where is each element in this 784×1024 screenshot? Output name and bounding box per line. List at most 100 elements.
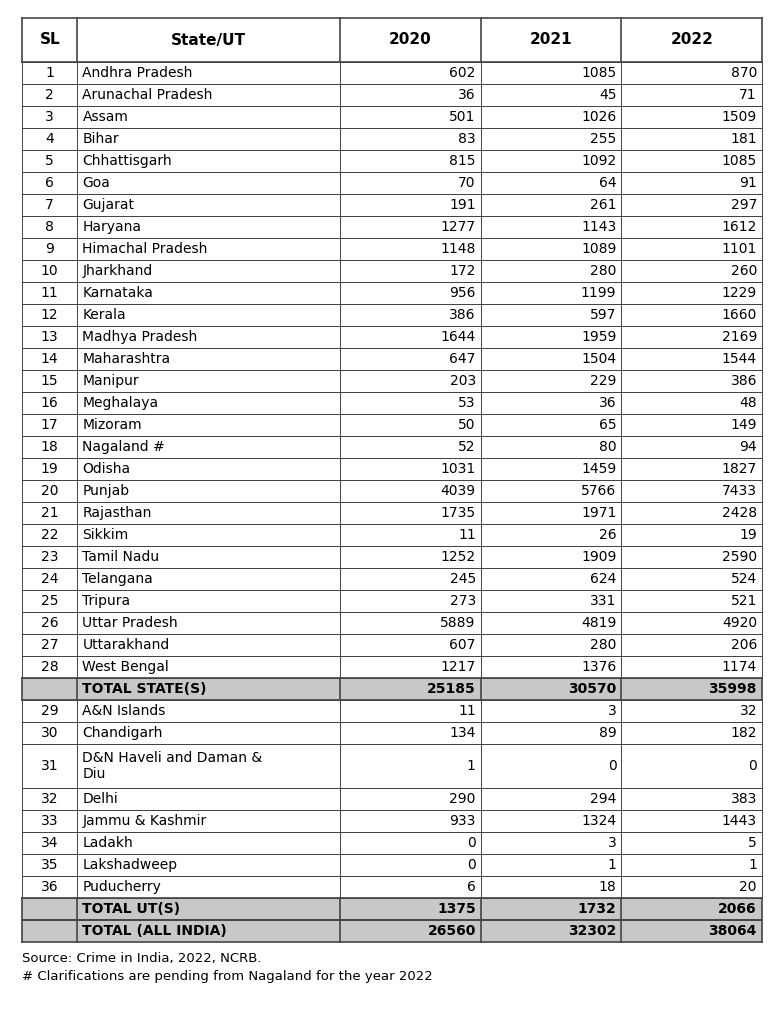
Text: 15: 15 — [41, 374, 59, 388]
Bar — [22, 458, 762, 480]
Text: 1199: 1199 — [581, 286, 616, 300]
Bar — [22, 370, 762, 392]
Text: 1544: 1544 — [722, 352, 757, 366]
Text: 245: 245 — [449, 572, 476, 586]
Text: 1229: 1229 — [722, 286, 757, 300]
Text: 273: 273 — [449, 594, 476, 608]
Bar — [22, 282, 762, 304]
Text: 1509: 1509 — [722, 110, 757, 124]
Text: Maharashtra: Maharashtra — [82, 352, 171, 366]
Text: 30: 30 — [41, 726, 59, 740]
Text: Mizoram: Mizoram — [82, 418, 142, 432]
Bar — [22, 920, 762, 942]
Bar — [22, 502, 762, 524]
Bar — [22, 326, 762, 348]
Text: Delhi: Delhi — [82, 792, 118, 806]
Text: Source: Crime in India, 2022, NCRB.: Source: Crime in India, 2022, NCRB. — [22, 952, 262, 965]
Bar — [22, 898, 762, 920]
Text: Meghalaya: Meghalaya — [82, 396, 158, 410]
Text: 25185: 25185 — [427, 682, 476, 696]
Text: Odisha: Odisha — [82, 462, 131, 476]
Text: 1085: 1085 — [581, 66, 616, 80]
Text: SL: SL — [39, 33, 60, 47]
Text: 91: 91 — [739, 176, 757, 190]
Text: 1443: 1443 — [722, 814, 757, 828]
Text: 36: 36 — [41, 880, 59, 894]
Text: 294: 294 — [590, 792, 616, 806]
Text: Ladakh: Ladakh — [82, 836, 133, 850]
Text: 1277: 1277 — [441, 220, 476, 234]
Bar — [22, 194, 762, 216]
Text: 26560: 26560 — [427, 924, 476, 938]
Text: 383: 383 — [731, 792, 757, 806]
Text: Arunachal Pradesh: Arunachal Pradesh — [82, 88, 213, 102]
Text: Goa: Goa — [82, 176, 111, 190]
Text: 1827: 1827 — [722, 462, 757, 476]
Text: 870: 870 — [731, 66, 757, 80]
Text: 11: 11 — [458, 528, 476, 542]
Text: 2169: 2169 — [721, 330, 757, 344]
Text: 1089: 1089 — [581, 242, 616, 256]
Text: 65: 65 — [599, 418, 616, 432]
Text: 5766: 5766 — [581, 484, 616, 498]
Text: 18: 18 — [599, 880, 616, 894]
Text: 1644: 1644 — [441, 330, 476, 344]
Text: 0: 0 — [467, 858, 476, 872]
Text: 524: 524 — [731, 572, 757, 586]
Bar — [22, 854, 762, 876]
Text: Jharkhand: Jharkhand — [82, 264, 153, 278]
Text: 1324: 1324 — [581, 814, 616, 828]
Text: 9: 9 — [45, 242, 54, 256]
Text: 5: 5 — [748, 836, 757, 850]
Text: 20: 20 — [739, 880, 757, 894]
Bar — [22, 524, 762, 546]
Text: Nagaland #: Nagaland # — [82, 440, 165, 454]
Text: 1909: 1909 — [581, 550, 616, 564]
Text: 0: 0 — [748, 759, 757, 773]
Bar — [22, 84, 762, 106]
Text: Rajasthan: Rajasthan — [82, 506, 152, 520]
Text: 290: 290 — [449, 792, 476, 806]
Text: Tamil Nadu: Tamil Nadu — [82, 550, 160, 564]
Text: Telangana: Telangana — [82, 572, 153, 586]
Text: Karnataka: Karnataka — [82, 286, 154, 300]
Bar — [22, 304, 762, 326]
Text: D&N Haveli and Daman &
Diu: D&N Haveli and Daman & Diu — [82, 751, 263, 781]
Text: Andhra Pradesh: Andhra Pradesh — [82, 66, 193, 80]
Bar — [22, 62, 762, 84]
Text: 45: 45 — [599, 88, 616, 102]
Text: 1612: 1612 — [721, 220, 757, 234]
Text: 0: 0 — [608, 759, 616, 773]
Text: 50: 50 — [459, 418, 476, 432]
Text: 203: 203 — [449, 374, 476, 388]
Text: 10: 10 — [41, 264, 59, 278]
Text: 83: 83 — [458, 132, 476, 146]
Text: 1959: 1959 — [581, 330, 616, 344]
Text: 36: 36 — [599, 396, 616, 410]
Text: Lakshadweep: Lakshadweep — [82, 858, 178, 872]
Text: 261: 261 — [590, 198, 616, 212]
Text: 4920: 4920 — [722, 616, 757, 630]
Bar — [22, 238, 762, 260]
Text: Uttar Pradesh: Uttar Pradesh — [82, 616, 178, 630]
Bar — [22, 788, 762, 810]
Text: 11: 11 — [458, 705, 476, 718]
Text: 1217: 1217 — [441, 660, 476, 674]
Text: 8: 8 — [45, 220, 54, 234]
Text: Himachal Pradesh: Himachal Pradesh — [82, 242, 208, 256]
Text: 12: 12 — [41, 308, 59, 322]
Bar — [22, 568, 762, 590]
Bar — [22, 831, 762, 854]
Text: Gujarat: Gujarat — [82, 198, 135, 212]
Text: 1: 1 — [467, 759, 476, 773]
Text: 52: 52 — [459, 440, 476, 454]
Text: 23: 23 — [41, 550, 59, 564]
Text: Chandigarh: Chandigarh — [82, 726, 163, 740]
Text: 1735: 1735 — [441, 506, 476, 520]
Text: 1174: 1174 — [722, 660, 757, 674]
Text: 3: 3 — [608, 705, 616, 718]
Bar — [22, 128, 762, 150]
Text: 229: 229 — [590, 374, 616, 388]
Text: 27: 27 — [41, 638, 59, 652]
Text: Tripura: Tripura — [82, 594, 131, 608]
